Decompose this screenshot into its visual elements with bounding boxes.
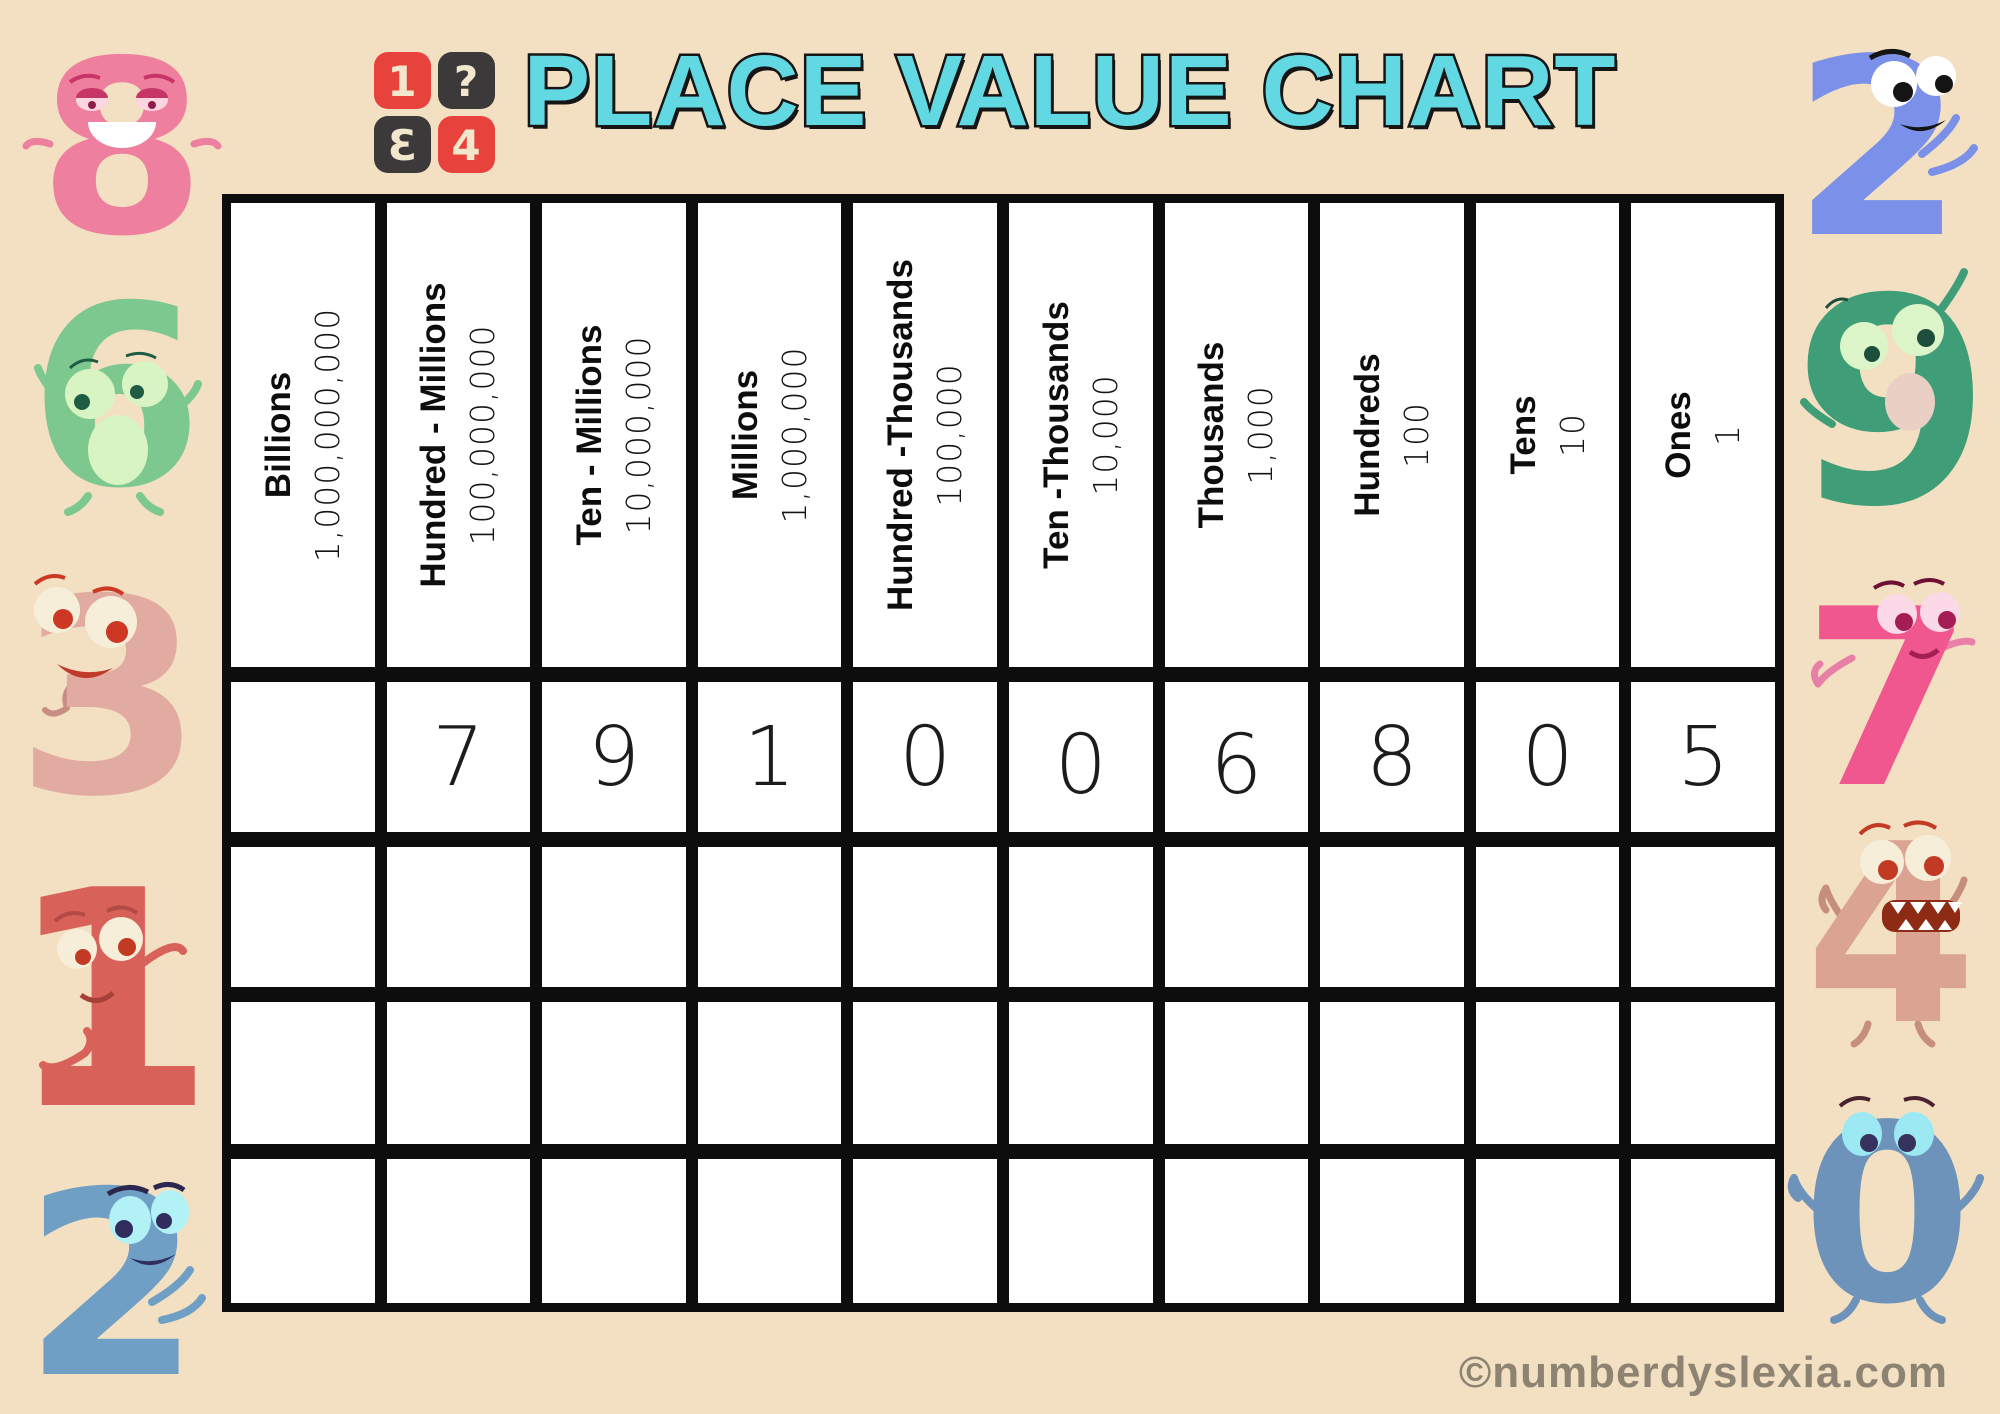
column-header-hundreds: Hundreds 100: [1320, 203, 1464, 667]
svg-text:6: 6: [29, 252, 203, 543]
empty-cell: [853, 1002, 997, 1144]
number-character-2: 2: [23, 1138, 206, 1414]
empty-cell: [1164, 1159, 1309, 1303]
svg-text:?: ?: [454, 57, 478, 106]
column-header-thousands: Thousands 1,000: [1164, 203, 1309, 667]
empty-cell: [697, 847, 842, 987]
svg-text:2: 2: [23, 1138, 200, 1414]
empty-cell: [1475, 847, 1620, 987]
empty-cell: [1475, 1002, 1620, 1144]
column-header-ones: Ones 1: [1631, 203, 1775, 667]
column-header-ten-millions: Ten - Millions 10,000,000: [542, 203, 686, 667]
empty-cell: [386, 1002, 531, 1144]
svg-text:4: 4: [1805, 792, 1978, 1080]
column-header-ten-thousands: Ten -Thousands 10,000: [1009, 203, 1153, 667]
number-character-2: 2: [1793, 7, 1978, 292]
empty-cell: [853, 847, 997, 987]
svg-text:8: 8: [39, 9, 206, 289]
digit-cell-billions: [231, 682, 375, 832]
empty-cell: [542, 847, 686, 987]
empty-cell: [1164, 847, 1309, 987]
empty-cell: [542, 1159, 686, 1303]
svg-text:4: 4: [451, 121, 480, 170]
empty-cell: [853, 1159, 997, 1303]
column-header-tens: Tens 10: [1475, 203, 1620, 667]
column-header-millions: Millions 1,000,000: [697, 203, 842, 667]
empty-cell: [1475, 1159, 1620, 1303]
digit-cell-thousands: 6: [1164, 682, 1309, 832]
face-icon: [53, 905, 143, 1003]
empty-cell: [231, 847, 375, 987]
face-icon: [33, 574, 137, 679]
empty-cell: [386, 1159, 531, 1303]
empty-cell: [697, 1159, 842, 1303]
empty-cell: [1320, 1159, 1464, 1303]
empty-cell: [1631, 1002, 1775, 1144]
empty-cell: [231, 1159, 375, 1303]
empty-cell: [1009, 1002, 1153, 1144]
empty-cell: [1164, 1002, 1309, 1144]
empty-cell: [231, 1002, 375, 1144]
number-character-9: 9: [1793, 238, 1991, 570]
digit-cell-ten-millions: 9: [542, 682, 686, 832]
digit-cell-hundred-millions: 7: [386, 682, 531, 832]
number-character-4: 4: [1805, 792, 1978, 1080]
logo-tile: 4: [438, 116, 495, 173]
logo-tile: 3: [374, 116, 431, 173]
number-character-0: 0: [1787, 1073, 1984, 1358]
svg-text:3: 3: [387, 121, 416, 170]
empty-cell: [1320, 847, 1464, 987]
face-icon: [106, 1182, 189, 1266]
column-header-billions: Billions 1,000,000,000: [231, 203, 375, 667]
face-icon: [1824, 297, 1944, 431]
number-character-7: 7: [1803, 557, 1976, 842]
digit-cell-hundreds: 8: [1320, 682, 1464, 832]
face-icon: [68, 73, 176, 148]
digit-cell-tens: 0: [1475, 682, 1620, 832]
digit-cell-ones: 5: [1631, 682, 1775, 832]
number-character-1: 1: [7, 827, 216, 1176]
svg-text:1: 1: [7, 827, 216, 1176]
logo-tile: ?: [438, 52, 495, 109]
empty-cell: [1631, 847, 1775, 987]
empty-cell: [386, 847, 531, 987]
empty-cell: [1009, 847, 1153, 987]
number-character-8: 8: [22, 9, 222, 289]
digit-cell-ten-thousands: 0: [1009, 682, 1153, 832]
empty-cell: [1320, 1002, 1464, 1144]
svg-text:0: 0: [1802, 1073, 1972, 1358]
logo-tile: 1: [374, 52, 431, 109]
empty-cell: [542, 1002, 686, 1144]
column-header-hundred-thousands: Hundred -Thousands 100,000: [853, 203, 997, 667]
empty-cell: [1631, 1159, 1775, 1303]
face-icon: [65, 351, 168, 485]
empty-cell: [697, 1002, 842, 1144]
digit-cell-millions: 1: [697, 682, 842, 832]
numberdyslexia-logo: 1 ? 3 4: [374, 52, 495, 173]
number-character-3: 3: [15, 541, 203, 856]
place-value-table: Billions 1,000,000,000 Hundred - Millions…: [222, 194, 1784, 1312]
face-icon: [1838, 1096, 1936, 1156]
face-icon: [1868, 49, 1956, 132]
digit-cell-hundred-thousands: 0: [853, 682, 997, 832]
empty-cell: [1009, 1159, 1153, 1303]
page-title: PLACE VALUE CHART: [521, 33, 1618, 150]
watermark: ©numberdyslexia.com: [1458, 1348, 1948, 1397]
face-icon: [1872, 578, 1960, 659]
face-icon: [1858, 820, 1962, 932]
svg-text:1: 1: [387, 57, 416, 106]
number-character-6: 6: [29, 252, 203, 543]
column-header-hundred-millions: Hundred - Millions 100,000,000: [386, 203, 531, 667]
